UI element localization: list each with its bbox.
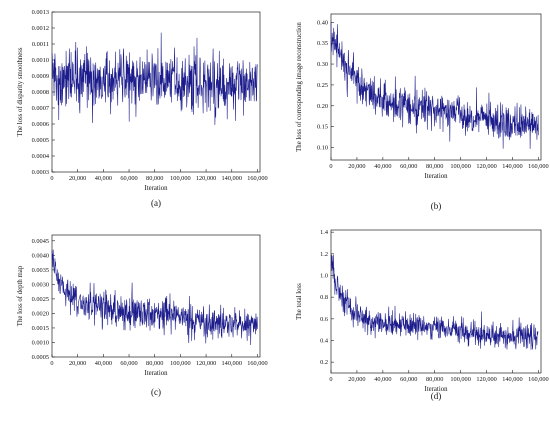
chart-caption: (a) <box>151 198 161 208</box>
y-tick-label: 1.2 <box>320 251 328 258</box>
y-tick-label: 1.0 <box>320 273 328 280</box>
y-tick-label: 0.0011 <box>32 41 49 48</box>
y-tick-label: 0.30 <box>317 61 328 68</box>
y-tick-label: 0.0015 <box>32 325 49 332</box>
y-tick-label: 0.0010 <box>32 339 49 346</box>
y-tick-label: 0.0035 <box>32 267 49 274</box>
x-tick-label: 40,000 <box>95 175 112 182</box>
x-tick-label: 160,000 <box>247 360 267 367</box>
x-tick-label: 160,000 <box>247 175 267 182</box>
chart-caption: (d) <box>431 391 442 401</box>
x-tick-label: 120,000 <box>476 163 496 170</box>
loss-series-line <box>330 254 539 350</box>
y-axis-label: The loss of corresponding image reconstr… <box>296 22 303 152</box>
x-axis-label: Iteration <box>424 386 448 393</box>
y-tick-label: 0.0010 <box>32 57 49 64</box>
x-tick-label: 60,000 <box>120 360 137 367</box>
y-tick-label: 0.20 <box>317 103 328 110</box>
y-tick-label: 0.15 <box>317 124 328 131</box>
x-tick-label: 140,000 <box>222 175 242 182</box>
y-tick-label: 0.0005 <box>32 137 49 144</box>
plot-frame <box>51 234 261 358</box>
y-tick-label: 0.0013 <box>32 9 49 16</box>
x-axis-label: Iteration <box>144 185 168 192</box>
x-tick-label: 80,000 <box>426 376 443 383</box>
y-axis-label: The total loss <box>296 283 303 320</box>
y-tick-label: 0.40 <box>317 19 328 26</box>
y-tick-label: 0.2 <box>320 359 328 366</box>
y-tick-label: 0.8 <box>320 294 328 301</box>
y-tick-label: 0.0009 <box>32 73 49 80</box>
y-tick-label: 0.10 <box>317 144 328 151</box>
y-axis-label: The loss of disparity smoothness <box>17 47 24 136</box>
y-axis-label: The loss of depth map <box>17 265 24 326</box>
x-axis-label: Iteration <box>144 370 168 377</box>
y-tick-label: 0.0005 <box>32 354 49 361</box>
chart-b: 0 20,000 40,000 60,000 80,000 100,000 120,000 1… <box>296 13 549 211</box>
x-tick-label: 120,000 <box>196 175 216 182</box>
x-tick-label: 80,000 <box>146 175 163 182</box>
x-tick-label: 60,000 <box>400 163 417 170</box>
x-tick-label: 80,000 <box>426 163 443 170</box>
y-tick-label: 0.0007 <box>32 105 49 112</box>
y-tick-label: 0.4 <box>320 338 329 345</box>
y-tick-label: 0.0045 <box>32 238 49 245</box>
y-tick-label: 0.0006 <box>32 121 49 128</box>
x-tick-label: 120,000 <box>196 360 216 367</box>
x-tick-label: 40,000 <box>374 163 391 170</box>
x-tick-label: 140,000 <box>222 360 242 367</box>
chart-caption: (c) <box>151 387 161 397</box>
x-tick-label: 160,000 <box>528 163 548 170</box>
y-tick-label: 0.0012 <box>32 25 49 32</box>
x-tick-label: 100,000 <box>170 175 190 182</box>
chart-d: 0 20,000 40,000 60,000 80,000 100,000 120,000 1… <box>296 229 549 401</box>
y-tick-label: 0.0030 <box>32 281 49 288</box>
y-tick-label: 0.0020 <box>32 310 49 317</box>
x-tick-label: 40,000 <box>95 360 112 367</box>
x-tick-label: 100,000 <box>450 163 470 170</box>
x-tick-label: 100,000 <box>450 376 470 383</box>
loss-series-line <box>51 32 258 125</box>
x-tick-label: 0 <box>329 376 332 383</box>
x-tick-label: 140,000 <box>502 163 522 170</box>
x-tick-label: 60,000 <box>400 376 417 383</box>
y-tick-label: 0.0008 <box>32 89 49 96</box>
plot-frame <box>330 13 542 161</box>
x-tick-label: 60,000 <box>120 175 137 182</box>
x-tick-label: 80,000 <box>146 360 163 367</box>
x-tick-label: 0 <box>329 163 332 170</box>
x-tick-label: 20,000 <box>69 175 86 182</box>
x-tick-label: 120,000 <box>476 376 496 383</box>
y-tick-label: 0.35 <box>317 40 328 47</box>
loss-series-line <box>330 22 539 149</box>
y-tick-label: 0.25 <box>317 82 328 89</box>
chart-a: 0 20,000 40,000 60,000 80,000 100,000 120,000 1… <box>17 9 268 208</box>
x-tick-label: 140,000 <box>502 376 522 383</box>
x-tick-label: 160,000 <box>528 376 548 383</box>
chart-c: 0 20,000 40,000 60,000 80,000 100,000 120,000 1… <box>17 234 268 397</box>
chart-caption: (b) <box>431 201 442 211</box>
x-tick-label: 20,000 <box>348 376 365 383</box>
y-tick-label: 0.0040 <box>32 252 49 259</box>
x-tick-label: 20,000 <box>69 360 86 367</box>
x-tick-label: 20,000 <box>348 163 365 170</box>
y-tick-label: 0.0004 <box>32 153 50 160</box>
y-tick-label: 1.4 <box>320 229 329 236</box>
x-tick-label: 100,000 <box>170 360 190 367</box>
y-tick-label: 0.0025 <box>32 296 49 303</box>
plot-frame <box>330 229 542 374</box>
x-axis-label: Iteration <box>424 173 448 180</box>
x-tick-label: 40,000 <box>374 376 391 383</box>
y-tick-label: 0.6 <box>320 316 328 323</box>
x-tick-label: 0 <box>50 175 53 182</box>
loss-series-line <box>51 249 258 346</box>
y-tick-label: 0.0003 <box>32 169 49 176</box>
x-tick-label: 0 <box>50 360 53 367</box>
